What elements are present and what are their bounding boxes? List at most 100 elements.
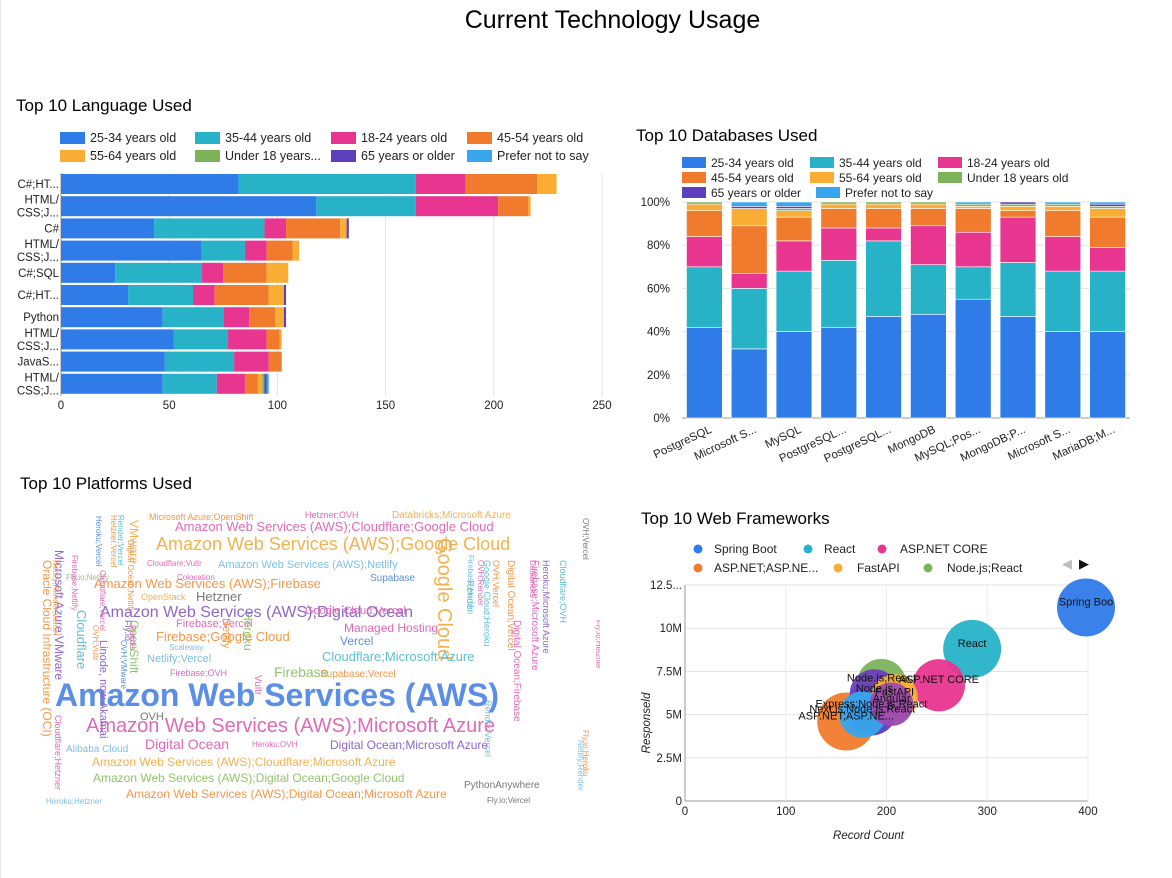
bar-segment [61,196,317,217]
bar-segment [1089,206,1126,209]
bar-segment [999,210,1037,218]
bar-segment [820,326,858,419]
bar-segment [279,329,282,350]
bar-segment [1089,247,1126,272]
bar-segment [286,218,341,239]
legend-swatch [331,132,356,144]
wordcloud-word: PythonAnywhere [464,780,540,791]
bar-segment [686,210,723,237]
wordcloud-word: Google Cloud;Heroku [482,560,492,647]
wordcloud-word: Heroku;OVH [252,740,298,749]
language-chart-title: Top 10 Language Used [16,96,192,115]
bar-segment [910,314,947,419]
bar-segment [61,351,165,372]
legend-prev-icon[interactable]: ◀ [1062,556,1072,571]
bubble [869,682,914,726]
platform-chart-title: Top 10 Platforms Used [20,474,192,493]
legend-swatch [816,187,840,198]
bubble [912,659,965,712]
legend-next-icon[interactable]: ▶ [1079,556,1089,571]
bar-segment [910,208,947,227]
legend-swatch [331,150,356,162]
wordcloud-word: Colocation [177,573,215,582]
bar-segment [128,285,194,305]
bar-segment [193,285,215,305]
x-tick-label: 200 [484,400,503,412]
legend-swatch [60,150,85,162]
bar-segment [730,348,768,419]
wordcloud-word: Vultr [252,675,263,696]
bar-segment [865,201,902,205]
wordcloud-word: Managed Hosting [344,621,438,635]
bar-segment [954,231,992,268]
wordcloud-word: Amazon Web Services (AWS) [55,677,499,713]
bar-segment [910,203,947,209]
bar-segment [162,373,217,394]
wordcloud-word: Digital Ocean;Microsoft Azure [330,738,488,752]
wordcloud-word: VMware [127,520,141,564]
bubble-label: ASP.NET CORE [899,674,979,686]
wordcloud-word: Cloudflare;Vultr [147,559,202,568]
wordcloud-word: Microsoft Azure;OpenShift [149,512,254,522]
legend-swatch [682,187,706,198]
bar-segment [730,201,768,207]
bar-segment [954,298,992,419]
wordcloud-word: Supabase [370,573,415,584]
legend-marker [693,563,703,573]
bubble-label: ASP.NET;ASP.NE... [798,711,894,723]
bar-segment [775,210,813,218]
wordcloud-word: Firebase;Microsoft Azure [529,560,540,671]
bar-segment [910,264,947,315]
wordcloud-word: Amazon Web Services (AWS);Firebase [94,576,321,591]
wordcloud-word: Netlify;Vercel [147,653,211,665]
bar-segment [820,208,858,229]
legend-swatch [195,150,220,162]
bar-segment [61,373,163,394]
legend-swatch [810,172,834,183]
bar-segment [61,218,155,239]
wordcloud-word: Heroku [241,612,255,651]
wordcloud-word: Digital Ocean;Netlify [126,540,135,612]
wordcloud-word: Firebase;Vercel [176,618,252,630]
bar-segment [283,307,287,328]
webframework-chart-title: Top 10 Web Frameworks [641,509,830,528]
page-title: Current Technology Usage [464,6,761,34]
bubble-label: Next.js;Node.js;React [809,704,915,716]
y-tick-label: 40% [647,327,670,339]
bar-segment [257,373,263,394]
bar-segment [820,260,858,328]
legend-label: 45-54 years old [497,131,583,145]
legend-swatch [195,132,220,144]
bar-segment [316,196,416,217]
wordcloud-word: OVH;Vercel [581,518,590,560]
legend-label: ASP.NET CORE [900,542,988,556]
bar-segment [820,203,858,209]
bar-segment [1044,236,1082,272]
bar-segment [61,307,163,328]
bar-segment [686,201,723,205]
wordcloud-word: Netlify [220,618,232,649]
bar-segment [1089,208,1126,218]
bubble [1056,578,1115,637]
bar-segment [266,240,293,261]
wordcloud-word: Firebase [274,664,329,680]
legend-label: 55-64 years old [839,171,922,185]
legend-label: Spring Boot [714,542,777,556]
bar-segment [775,216,813,242]
bar-segment [223,307,250,328]
bar-segment [1089,331,1126,419]
legend-label: 25-34 years old [90,131,176,145]
wordcloud-word: OVH;VMware [119,640,128,689]
bar-segment [214,285,269,305]
x-tick-label: 100 [268,400,287,412]
wordcloud-word: Firebase;Google Cloud [156,629,290,644]
y-tick-label: 0 [676,796,682,808]
wordcloud-word: Amazon Web Services (AWS);Digital Ocean [100,604,413,621]
wordcloud-word: Fly.io;Netlify [66,573,109,582]
wordcloud-word: Amazon Web Services (AWS);Digital Ocean;… [126,787,447,801]
bar-segment [999,203,1037,207]
legend-label: Node.js;React [947,561,1023,575]
wordcloud-word: Google Cloud;Vercel [305,605,406,617]
bar-segment [61,285,129,305]
bubble-label: Angular [873,693,911,705]
